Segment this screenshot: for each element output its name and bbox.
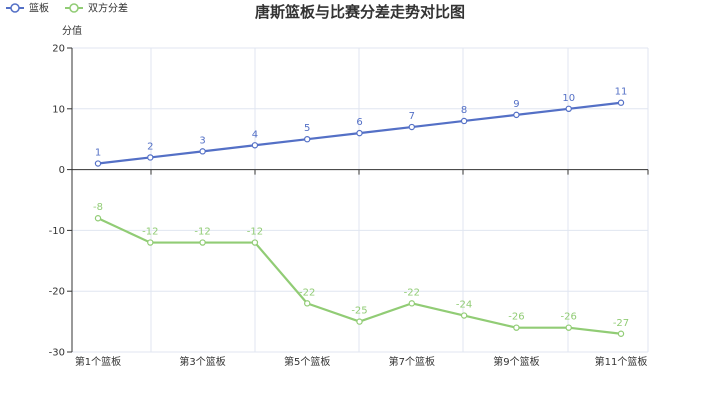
data-label: -12 (247, 227, 263, 238)
data-point[interactable] (199, 148, 206, 155)
data-point[interactable] (513, 111, 520, 119)
data-label: -27 (613, 318, 629, 329)
data-point[interactable] (408, 300, 415, 307)
legend-label: 双方分差 (88, 2, 128, 15)
data-label: -24 (456, 300, 472, 311)
chart-title: 唐斯篮板与比赛分差走势对比图 (255, 3, 465, 21)
x-tick-label: 第1个篮板 (75, 355, 121, 368)
data-point[interactable] (460, 117, 468, 125)
legend-symbol-icon (69, 3, 79, 13)
data-label: 5 (304, 123, 310, 134)
data-point[interactable] (251, 142, 259, 149)
data-label: 9 (513, 99, 519, 110)
y-tick-label: 10 (52, 104, 65, 115)
data-label: 1 (95, 148, 101, 159)
data-label: 7 (409, 111, 415, 122)
y-tick-label: 20 (52, 44, 65, 55)
data-point[interactable] (565, 324, 572, 331)
data-label: 3 (199, 135, 205, 146)
data-point[interactable] (304, 135, 311, 143)
data-point[interactable] (513, 324, 520, 331)
data-point[interactable] (356, 129, 363, 137)
legend[interactable]: 篮板 双方分差 (6, 2, 128, 15)
data-point[interactable] (147, 154, 154, 161)
data-point[interactable] (408, 123, 415, 131)
data-point[interactable] (617, 330, 625, 337)
x-tick-label: 第5个篮板 (284, 355, 330, 368)
legend-symbol-icon (10, 3, 20, 13)
y-tick-label: -30 (49, 348, 65, 359)
legend-item-2[interactable]: 双方分差 (65, 2, 128, 15)
data-label: 10 (562, 93, 575, 104)
data-point[interactable] (147, 239, 154, 246)
data-point[interactable] (304, 300, 311, 307)
y-tick-label: 0 (59, 165, 65, 176)
data-point[interactable] (356, 318, 363, 325)
data-label: 8 (461, 105, 467, 116)
data-label: -22 (299, 287, 315, 298)
data-point[interactable] (94, 160, 102, 167)
data-point[interactable] (617, 99, 625, 106)
data-point[interactable] (251, 239, 259, 246)
data-label: -26 (561, 312, 577, 323)
data-label: 2 (147, 141, 153, 152)
data-label: 4 (252, 129, 258, 140)
data-label: -26 (508, 312, 524, 323)
data-label: 6 (356, 117, 362, 128)
y-tick-label: -20 (49, 287, 65, 298)
data-point[interactable] (460, 312, 468, 319)
legend-item-1[interactable]: 篮板 (6, 2, 49, 15)
x-tick-label: 第7个篮板 (389, 355, 435, 368)
data-point[interactable] (565, 105, 572, 113)
data-label: 11 (615, 87, 628, 98)
data-label: -22 (404, 287, 420, 298)
data-label: -25 (351, 306, 367, 317)
y-tick-label: -10 (49, 226, 65, 237)
x-tick-label: 第3个篮板 (179, 355, 225, 368)
x-tick-label: 第11个篮板 (595, 355, 648, 368)
data-point[interactable] (199, 239, 206, 246)
axis-layer: 20 10 0 -10 -20 -30 第1个篮板 第3个篮板 第5个篮板 第7个篮板 第9个篮板 第… (49, 44, 649, 368)
legend-label: 篮板 (29, 2, 49, 15)
y-axis-label: 分值 (62, 24, 82, 37)
data-label: -8 (93, 202, 103, 213)
data-label: -12 (142, 227, 158, 238)
x-tick-label: 第9个篮板 (493, 355, 539, 368)
series-layer: 1 2 3 4 5 6 7 8 9 10 11 -8 -12 -12 -12 -22 -25 -22 -24 -26 -… (93, 87, 629, 337)
data-label: -12 (194, 227, 210, 238)
data-point[interactable] (94, 215, 102, 222)
